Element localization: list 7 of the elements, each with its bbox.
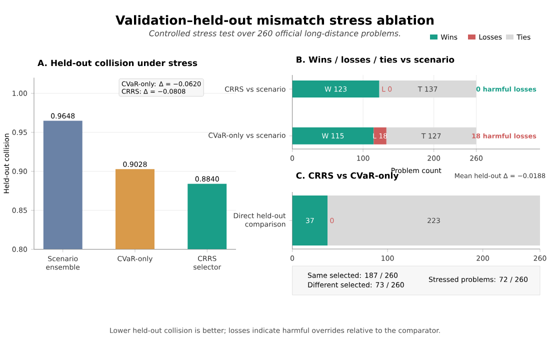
chart-title: C. CRRS vs CVaR-only (296, 172, 399, 180)
bar (292, 127, 374, 144)
chart-title: A. Held-out collision under stress (38, 60, 198, 66)
text: Validation–held-out mismatch stress ablation (116, 15, 434, 25)
chart-title: B. Wins / losses / ties vs scenario (296, 56, 454, 64)
text: Controlled stress test over 260 official long-distance problems. (149, 30, 400, 38)
bar (292, 80, 380, 98)
